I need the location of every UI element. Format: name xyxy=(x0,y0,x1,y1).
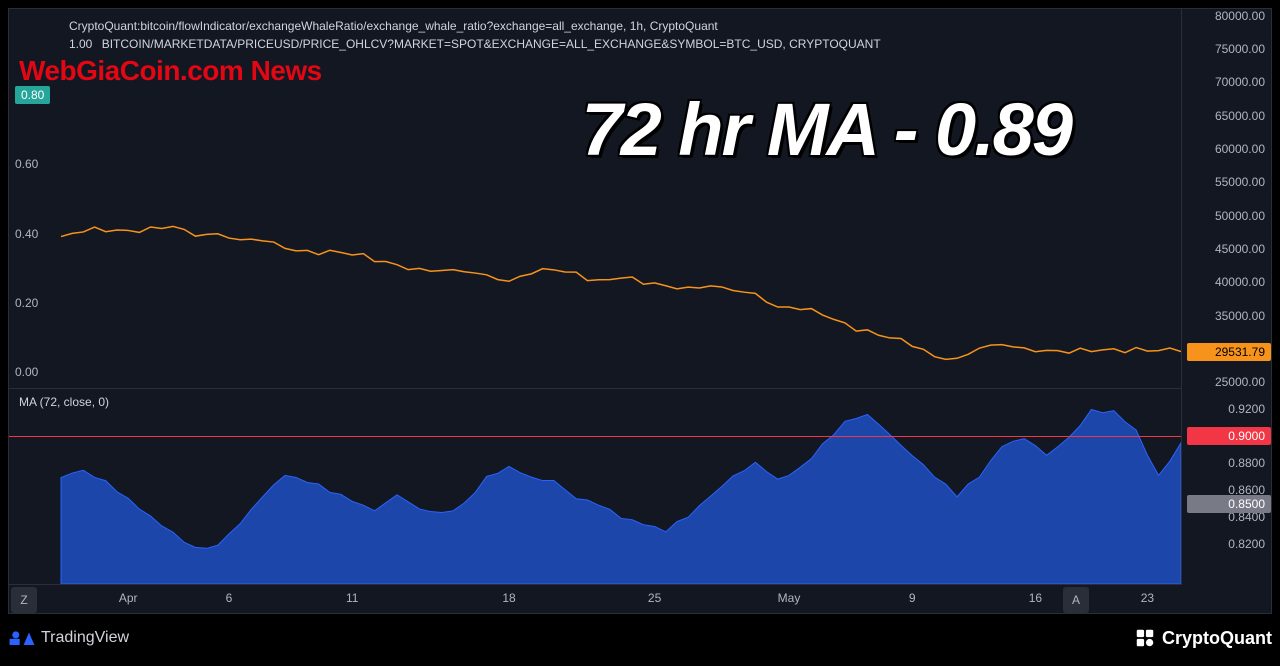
price-axis-tick: 70000.00 xyxy=(1187,75,1271,89)
ma-axis-tick: 0.8200 xyxy=(1187,537,1271,551)
price-axis-tick: 45000.00 xyxy=(1187,242,1271,256)
x-axis-tick: 11 xyxy=(346,591,358,605)
footer-bar: TradingView CryptoQuant xyxy=(8,620,1272,656)
right-y-axis-price: 25000.0030000.0035000.0040000.0045000.00… xyxy=(1181,9,1271,389)
watermark-red: WebGiaCoin.com xyxy=(19,55,243,86)
x-axis-tick: 6 xyxy=(226,591,233,605)
ma-axis-tick: 0.9000 xyxy=(1187,427,1271,445)
chart-container: CryptoQuant:bitcoin/flowIndicator/exchan… xyxy=(8,8,1272,614)
left-axis-tick: 0.40 xyxy=(9,227,38,241)
headline-overlay: 72 hr MA - 0.89 xyxy=(581,87,1071,172)
x-axis-tick: Apr xyxy=(119,591,138,605)
watermark-outline: News xyxy=(243,55,321,86)
price-axis-tick: 25000.00 xyxy=(1187,375,1271,389)
x-axis-tick: 23 xyxy=(1141,591,1154,605)
threshold-line xyxy=(9,436,1181,437)
left-axis-tick: 0.80 xyxy=(9,86,50,104)
ma-area-chart xyxy=(9,389,1181,584)
x-axis-tick: 25 xyxy=(648,591,661,605)
price-axis-tick: 55000.00 xyxy=(1187,175,1271,189)
current-price-tag: 29531.79 xyxy=(1187,343,1271,361)
tradingview-label: TradingView xyxy=(41,629,129,647)
x-axis-tick: May xyxy=(778,591,801,605)
price-axis-tick: 60000.00 xyxy=(1187,142,1271,156)
lower-ma-panel[interactable]: MA (72, close, 0) xyxy=(9,389,1181,585)
ma-grey-tag: 0.8500 xyxy=(1187,495,1271,513)
price-axis-tick: 65000.00 xyxy=(1187,109,1271,123)
chart-info-line-2-text: BITCOIN/MARKETDATA/PRICEUSD/PRICE_OHLCV?… xyxy=(102,37,881,51)
x-axis-tick: 18 xyxy=(502,591,515,605)
price-axis-tick: 80000.00 xyxy=(1187,9,1271,23)
price-axis-tick: 75000.00 xyxy=(1187,42,1271,56)
price-axis-tick: 40000.00 xyxy=(1187,275,1271,289)
cryptoquant-icon xyxy=(1134,627,1156,649)
x-axis: Z A Apr 6 11 18 25 May 9 16 23 xyxy=(9,585,1181,613)
cryptoquant-label: CryptoQuant xyxy=(1162,628,1272,649)
price-axis-tick: 50000.00 xyxy=(1187,209,1271,223)
tradingview-logo[interactable]: TradingView xyxy=(8,629,129,647)
ma-indicator-label: MA (72, close, 0) xyxy=(19,395,109,409)
right-y-axis-ma: 0.82000.84000.86000.88000.90000.92000.85… xyxy=(1181,389,1271,585)
x-axis-tick: 9 xyxy=(909,591,916,605)
left-axis-tick: 0.60 xyxy=(9,157,38,171)
ma-axis-tick: 0.9200 xyxy=(1187,402,1271,416)
chart-info-line-2: 1.00 BITCOIN/MARKETDATA/PRICEUSD/PRICE_O… xyxy=(69,37,881,51)
left-axis-tick: 0.20 xyxy=(9,296,38,310)
timezone-button[interactable]: Z xyxy=(11,587,37,613)
auto-scale-button[interactable]: A xyxy=(1063,587,1089,613)
ma-axis-tick: 0.8800 xyxy=(1187,456,1271,470)
upper-price-panel[interactable]: CryptoQuant:bitcoin/flowIndicator/exchan… xyxy=(9,9,1181,389)
price-axis-tick: 35000.00 xyxy=(1187,309,1271,323)
left-axis-topval: 1.00 xyxy=(69,37,92,51)
watermark-overlay: WebGiaCoin.com News xyxy=(19,55,322,87)
x-axis-tick: 16 xyxy=(1029,591,1042,605)
chart-info-line-1: CryptoQuant:bitcoin/flowIndicator/exchan… xyxy=(69,19,718,33)
left-axis-tick: 0.00 xyxy=(9,365,38,379)
cryptoquant-logo[interactable]: CryptoQuant xyxy=(1134,627,1272,649)
tradingview-icon xyxy=(8,629,36,647)
